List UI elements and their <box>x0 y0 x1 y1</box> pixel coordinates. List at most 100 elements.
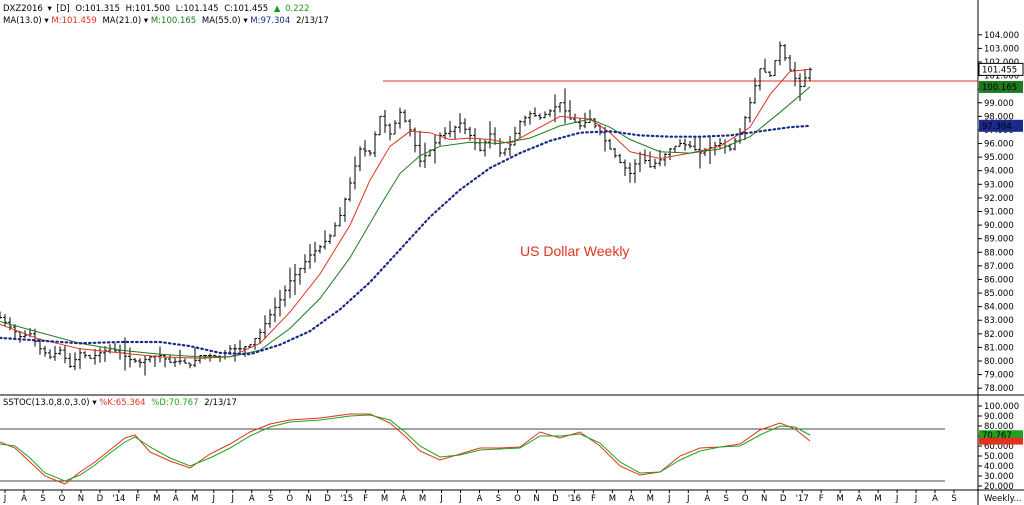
x-tick-label: A <box>477 494 483 504</box>
x-tick-label: S <box>268 494 273 504</box>
y-tick-label: 92.000 <box>984 194 1014 204</box>
y-tick-label: 104.000 <box>984 31 1019 41</box>
ma21-value-flag <box>979 80 1023 93</box>
y-tick-label: 83.000 <box>984 316 1014 326</box>
y-tick-label: 90.000 <box>984 221 1014 231</box>
ma13-value: M:101.459 <box>51 16 96 26</box>
x-tick-label: J <box>439 494 443 504</box>
x-tick-label: D <box>780 494 787 504</box>
stoch-y-tick-label: 40.000 <box>984 462 1014 472</box>
close-value: C:101.455 <box>224 4 268 14</box>
x-tick-label: A <box>21 494 27 504</box>
triangle-down-icon[interactable]: ▾ <box>144 16 151 26</box>
x-tick-label: M <box>381 494 388 504</box>
x-tick-label: M <box>191 494 198 504</box>
x-tick-label: A <box>401 494 407 504</box>
ma21-value-flag-label: 100.165 <box>982 83 1017 93</box>
ma-header: MA(13.0) ▾ M:101.459 MA(21.0) ▾ M:100.16… <box>3 16 329 26</box>
x-tick-label: '16 <box>568 494 581 504</box>
x-tick-label: J <box>914 494 918 504</box>
x-tick-label: M <box>874 494 881 504</box>
open-value: O:101.315 <box>75 4 120 14</box>
triangle-down-icon[interactable]: ▾ <box>243 16 250 26</box>
x-tick-label: F <box>363 494 368 504</box>
x-tick-label: Weekly... <box>984 494 1022 504</box>
y-tick-label: 96.000 <box>984 140 1014 150</box>
x-tick-label: N <box>533 494 539 504</box>
x-tick-label: '15 <box>340 494 353 504</box>
y-tick-label: 95.000 <box>984 153 1014 163</box>
stoch-d-line <box>0 414 811 482</box>
y-tick-label: 84.000 <box>984 303 1014 313</box>
x-axis: J A S O N D '14 F M A M J J A S O N D '15 F M A M J J A S O N D '16 F M A… <box>0 489 1024 504</box>
x-tick-label: J <box>231 494 235 504</box>
x-tick-label: J <box>3 494 7 504</box>
stoch-d-flag <box>979 430 1023 442</box>
y-tick-label: 88.000 <box>984 248 1014 258</box>
x-tick-label: S <box>951 494 956 504</box>
y-tick-label: 79.000 <box>984 371 1014 381</box>
x-tick-label: N <box>761 494 767 504</box>
x-tick-label: M <box>153 494 160 504</box>
stoch-label: SSTOC(13.0,8.0,3.0) <box>3 398 90 408</box>
x-tick-label: D <box>324 494 331 504</box>
last-price-box <box>978 62 1024 76</box>
ma55-line <box>0 124 812 356</box>
ma55-value: M:97.304 <box>250 16 290 26</box>
y-tick-label: 93.000 <box>984 180 1014 190</box>
y-tick-label: 101.000 <box>984 72 1019 82</box>
triangle-down-icon[interactable]: ▾ <box>48 4 53 14</box>
last-price-flag-label: 101.455 <box>982 65 1017 75</box>
stochastic-pane: 20.00030.00040.00050.00060.00070.00080.0… <box>0 402 1023 492</box>
date-label: 2/13/17 <box>296 16 329 26</box>
stoch-y-tick-label: 20.000 <box>984 482 1014 492</box>
ma55-value-flag <box>979 119 1023 132</box>
x-tick-label: O <box>59 494 66 504</box>
stoch-k-line <box>0 413 811 485</box>
y-tick-label: 86.000 <box>984 275 1014 285</box>
chart-annotation: US Dollar Weekly <box>520 243 629 259</box>
y-tick-label: 80.000 <box>984 357 1014 367</box>
low-value: L:101.145 <box>176 4 219 14</box>
stoch-y-tick-label: 60.000 <box>984 442 1014 452</box>
stoch-d-value: %D:70.767 <box>151 398 198 408</box>
ma21-label: MA(21.0) <box>102 16 141 26</box>
x-tick-label: S <box>724 494 729 504</box>
x-tick-label: F <box>135 494 140 504</box>
x-tick-label: S <box>496 494 501 504</box>
high-value: H:101.500 <box>126 4 170 14</box>
triangle-down-icon[interactable]: ▾ <box>44 16 51 26</box>
x-tick-label: J <box>895 494 899 504</box>
x-tick-label: M <box>419 494 426 504</box>
triangle-down-icon[interactable]: ▾ <box>92 398 99 408</box>
y-tick-label: 98.000 <box>984 112 1014 122</box>
x-tick-label: M <box>647 494 654 504</box>
x-tick-label: D <box>97 494 104 504</box>
y-tick-label: 103.000 <box>984 44 1019 54</box>
stoch-y-tick-label: 80.000 <box>984 422 1014 432</box>
y-tick-label: 78.000 <box>984 384 1014 394</box>
stoch-d-flag-label: 70.767 <box>982 431 1012 441</box>
x-tick-label: J <box>458 494 462 504</box>
y-tick-label: 87.000 <box>984 262 1014 272</box>
ma55-value-flag-label: 97.304 <box>982 122 1012 132</box>
x-tick-label: F <box>591 494 596 504</box>
ma21-line <box>0 86 811 358</box>
ma13-label: MA(13.0) <box>3 16 42 26</box>
stoch-y-tick-label: 100.000 <box>984 402 1019 412</box>
triangle-up-icon: ▲ <box>274 4 281 14</box>
ma55-label: MA(55.0) <box>202 16 241 26</box>
x-tick-label: A <box>249 494 255 504</box>
x-tick-label: S <box>40 494 45 504</box>
stoch-header: SSTOC(13.0,8.0,3.0) ▾ %K:65.364 %D:70.76… <box>3 398 237 408</box>
stoch-y-tick-label: 50.000 <box>984 452 1014 462</box>
x-tick-label: A <box>628 494 634 504</box>
x-tick-label: N <box>306 494 312 504</box>
x-tick-label: O <box>286 494 293 504</box>
x-tick-label: A <box>704 494 710 504</box>
change-value: 0.222 <box>285 4 309 14</box>
y-tick-label: 82.000 <box>984 330 1014 340</box>
